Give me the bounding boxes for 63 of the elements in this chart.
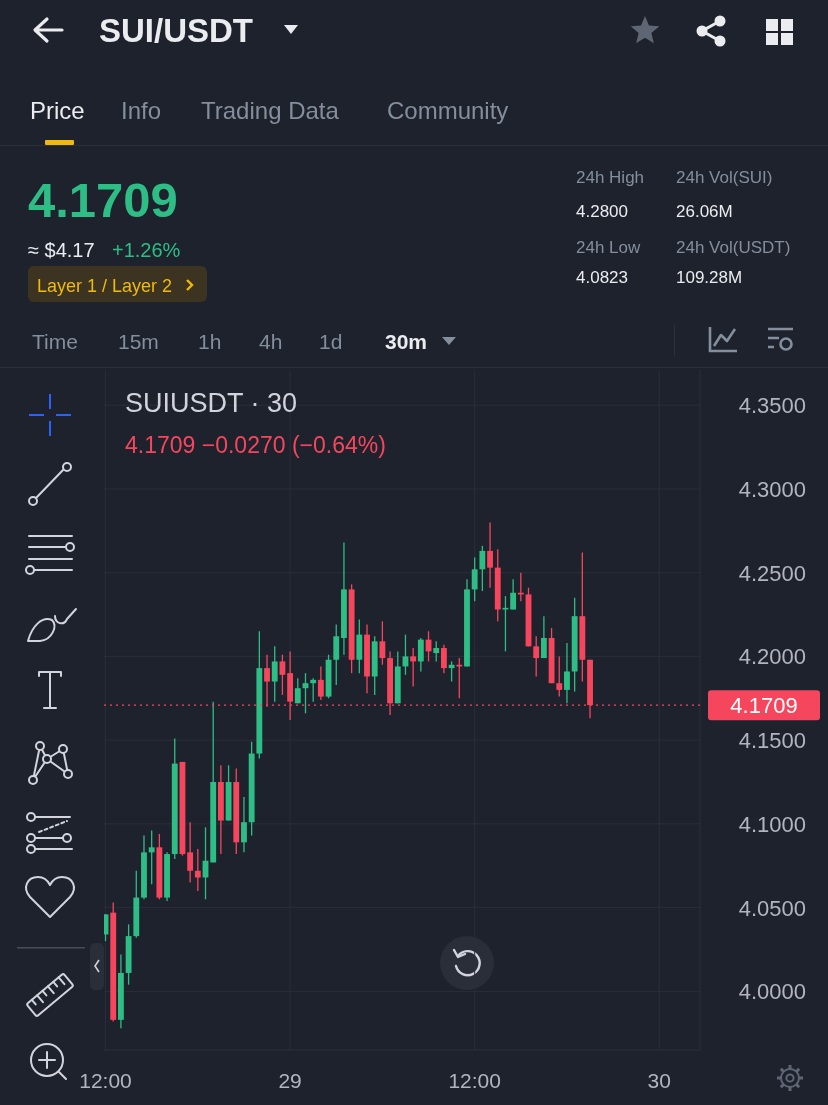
- text: 4.1709 −0.0270 (−0.64%): [125, 432, 386, 458]
- y-tick-label: 4.0500: [738, 895, 806, 921]
- y-tick-label: 4.2000: [738, 644, 806, 670]
- text: 24h High: [576, 168, 645, 187]
- candlestick: [271, 645, 278, 703]
- text: 4h: [259, 330, 283, 353]
- text: 109.28M: [676, 268, 743, 287]
- candlestick: [440, 644, 447, 674]
- x-tick-label: 12:00: [448, 1069, 501, 1092]
- text: +1.26%: [112, 239, 181, 261]
- candlestick: [502, 595, 509, 653]
- text: 4.1709: [28, 173, 178, 227]
- text: SUIUSDT · 30: [125, 388, 298, 418]
- candlestick: [187, 821, 194, 884]
- candlestick: [487, 521, 493, 589]
- candlestick: [194, 848, 201, 892]
- candlestick: [564, 642, 570, 704]
- x-tick-label: 12:00: [79, 1069, 132, 1092]
- text: Layer 1 / Layer 2: [37, 276, 173, 296]
- candlestick: [333, 623, 340, 686]
- y-tick-label: 4.1500: [738, 728, 806, 754]
- x-tick-label: 30: [647, 1069, 671, 1092]
- y-tick-label: 4.3000: [738, 476, 806, 502]
- candlestick: [317, 665, 324, 701]
- candlestick: [148, 829, 155, 885]
- y-tick-label: 4.0000: [738, 979, 806, 1005]
- candlestick: [510, 578, 517, 611]
- text: 24h Vol(USDT): [676, 238, 791, 257]
- candlestick: [379, 620, 386, 666]
- candlestick: [241, 796, 247, 854]
- text: SUI/USDT: [99, 12, 254, 49]
- candlestick: [310, 677, 317, 703]
- text: Trading Data: [201, 97, 340, 124]
- text: Price: [30, 97, 85, 124]
- candlestick: [556, 655, 563, 698]
- text: ≈ $4.17: [28, 239, 95, 261]
- text: Time: [32, 330, 78, 353]
- y-tick-label: 4.2500: [738, 560, 806, 586]
- text: 4.2800: [576, 202, 628, 221]
- candlestick: [417, 637, 424, 673]
- candlestick: [279, 654, 286, 696]
- text: 4.0823: [576, 268, 628, 287]
- text: 30m: [385, 330, 428, 353]
- y-tick-label: 4.3500: [738, 393, 806, 419]
- text: 15m: [118, 330, 159, 353]
- candlestick: [533, 635, 540, 678]
- candlestick: [471, 556, 478, 602]
- text: 26.06M: [676, 202, 733, 221]
- y-tick-label: 4.1000: [738, 811, 806, 837]
- text: Community: [387, 97, 509, 124]
- candlestick: [479, 545, 486, 592]
- candlestick: [294, 677, 301, 704]
- x-tick-label: 29: [278, 1069, 302, 1092]
- text: 24h Low: [576, 238, 641, 257]
- text: 1d: [319, 330, 343, 353]
- candlestick: [433, 640, 440, 663]
- candlestick: [448, 660, 455, 683]
- text: 24h Vol(SUI): [676, 168, 773, 187]
- text: Info: [121, 97, 162, 124]
- candlestick: [540, 615, 547, 659]
- ref-line-label: 4.1709: [730, 693, 798, 719]
- candlestick: [410, 647, 417, 688]
- text: 1h: [198, 330, 222, 353]
